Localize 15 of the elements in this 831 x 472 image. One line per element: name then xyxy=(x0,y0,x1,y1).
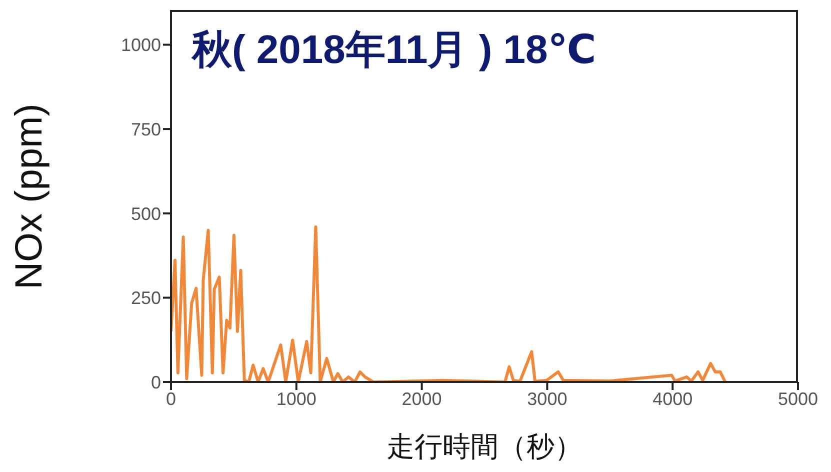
x-tick-label: 5000 xyxy=(778,388,818,409)
y-tick-label: 500 xyxy=(130,204,161,224)
x-tick-label: 4000 xyxy=(652,388,693,409)
y-tick-label: 250 xyxy=(130,288,161,308)
x-tick-label: 2000 xyxy=(402,388,442,409)
x-tick-label: 3000 xyxy=(527,388,568,409)
y-tick-label: 0 xyxy=(150,372,161,392)
x-tick-label: 0 xyxy=(166,388,176,409)
chart-title: 秋( 2018年11月 ) 18℃ xyxy=(192,27,596,74)
x-tick-label: 1000 xyxy=(276,388,316,409)
line-series xyxy=(171,225,727,382)
x-axis-title: 走行時間（秒） xyxy=(386,431,582,462)
y-axis-title: NOx (ppm) xyxy=(8,104,50,290)
y-tick-label: 750 xyxy=(130,119,161,140)
y-tick-label: 1000 xyxy=(120,35,161,56)
